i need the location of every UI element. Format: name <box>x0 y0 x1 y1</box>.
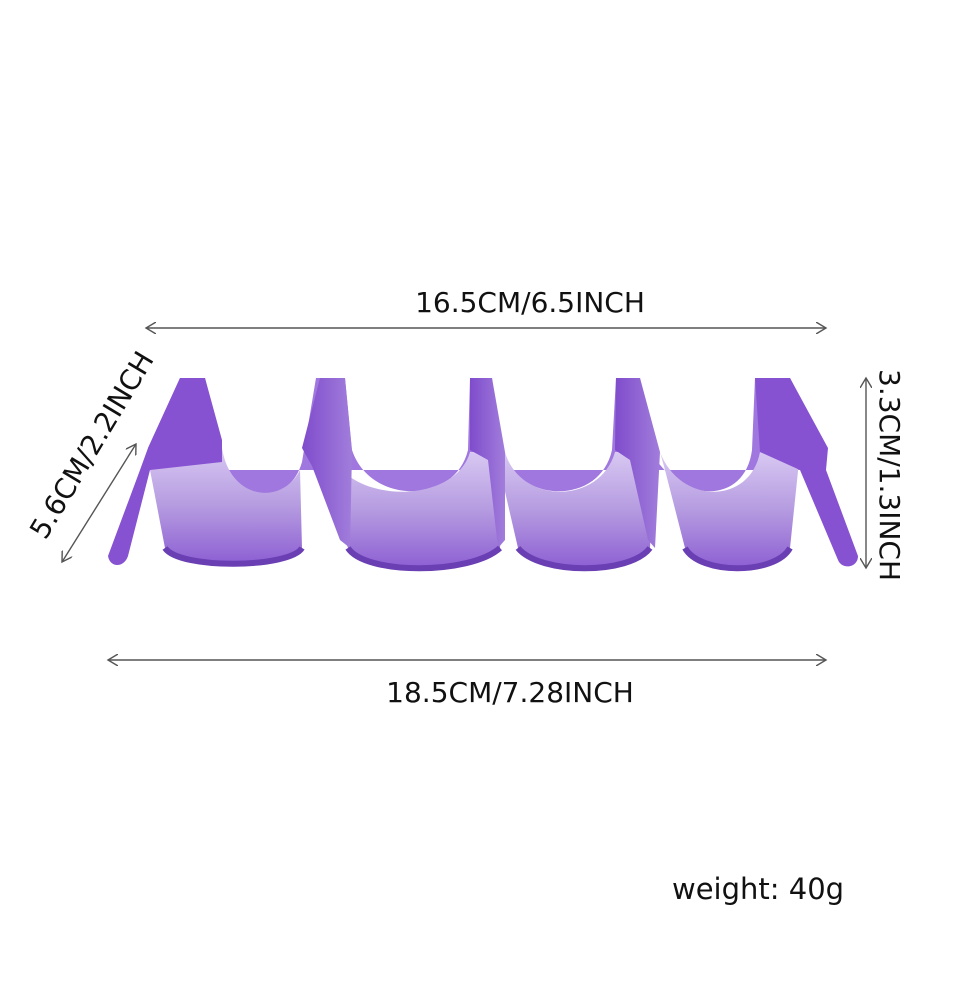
weight-label: weight: 40g <box>672 872 845 906</box>
rack-divider-3 <box>615 378 660 548</box>
rack-cup-4 <box>660 452 800 569</box>
height-label: 3.3CM/1.3INCH <box>873 369 906 581</box>
bottom-width-label: 18.5CM/7.28INCH <box>386 676 634 709</box>
taco-holder-rack <box>108 378 858 572</box>
rack-divider-2 <box>470 378 505 548</box>
rack-cup-rims <box>162 545 793 572</box>
top-width-label: 16.5CM/6.5INCH <box>415 286 645 319</box>
rack-divider-1 <box>302 378 352 548</box>
rack-cup-2 <box>322 452 505 569</box>
rack-cup-3 <box>500 452 655 569</box>
rack-right-leg <box>755 378 858 567</box>
rack-cup-1 <box>148 448 302 564</box>
depth-dimension-line <box>62 444 136 562</box>
